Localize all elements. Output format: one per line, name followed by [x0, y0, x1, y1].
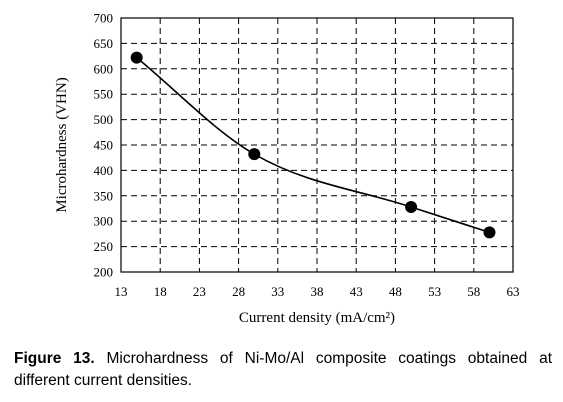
x-tick-label: 53: [428, 284, 441, 299]
data-point: [483, 226, 496, 239]
chart: 200 250 300 350 400 450 500 550 600 650 700 13 18 23…: [54, 11, 520, 327]
x-tick-labels: 13 18 23 28 33 38 43 48 53 58 63: [115, 284, 520, 299]
y-tick-label: 200: [94, 265, 114, 280]
y-tick-label: 450: [94, 138, 114, 153]
figure-label: Figure 13.: [14, 350, 95, 367]
x-tick-label: 23: [193, 284, 206, 299]
y-tick-label: 400: [94, 163, 114, 178]
x-tick-label: 48: [389, 284, 402, 299]
x-tick-label: 28: [232, 284, 245, 299]
x-tick-label: 33: [271, 284, 284, 299]
x-tick-label: 43: [350, 284, 363, 299]
y-tick-label: 350: [94, 188, 114, 203]
data-point: [130, 51, 143, 64]
y-tick-label: 500: [94, 112, 114, 127]
grid-lines: [121, 18, 513, 272]
data-point: [248, 148, 261, 161]
x-tick-label: 13: [115, 284, 128, 299]
x-tick-label: 18: [154, 284, 167, 299]
y-tick-label: 700: [94, 11, 114, 26]
data-point: [405, 200, 418, 213]
series-line: [136, 57, 490, 234]
y-tick-label: 650: [94, 36, 114, 51]
data-points: [130, 51, 496, 239]
x-tick-label: 38: [311, 284, 324, 299]
caption-text: Microhardness of Ni-Mo/Al composite coat…: [14, 350, 552, 389]
x-tick-label: 63: [507, 284, 520, 299]
y-tick-label: 300: [94, 214, 114, 229]
x-axis-label: Current density (mA/cm²): [239, 310, 395, 326]
y-tick-labels: 200 250 300 350 400 450 500 550 600 650 700: [94, 11, 114, 280]
x-tick-label: 58: [467, 284, 480, 299]
y-tick-label: 250: [94, 239, 114, 254]
plot-frame: [120, 17, 514, 273]
y-axis-label: Microhardness (VHN): [54, 77, 70, 212]
y-tick-label: 600: [94, 61, 114, 76]
y-tick-label: 550: [94, 87, 114, 102]
figure-caption: Figure 13. Microhardness of Ni-Mo/Al com…: [14, 348, 552, 392]
